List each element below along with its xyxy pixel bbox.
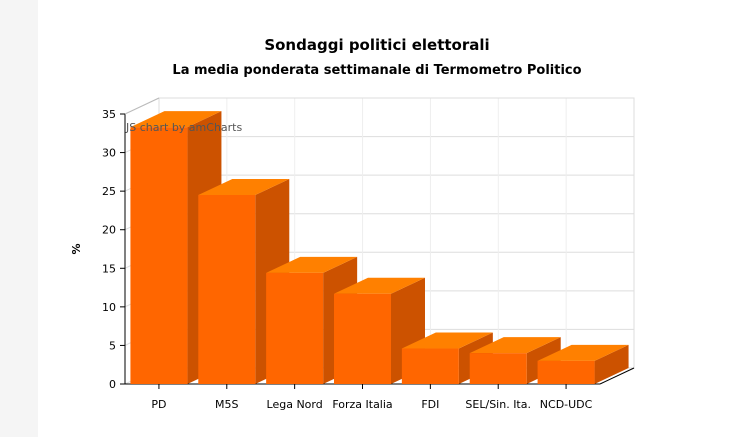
bar-front [266,272,324,384]
y-tick-label: 25 [102,185,116,198]
x-tick-label: Lega Nord [267,398,323,411]
chart-subtitle: La media ponderata settimanale di Termom… [172,63,581,78]
bar-front [334,293,391,384]
bar-top [198,179,290,195]
bar-front [537,360,595,384]
bar-top [469,337,561,354]
y-axis-label: % [70,243,83,254]
bar-top [266,256,358,273]
x-tick-label: NCD-UDC [540,398,593,411]
x-tick-label: SEL/Sin. Ita. [465,398,531,411]
y-tick-label: 30 [102,147,116,160]
y-tick-label: 5 [109,339,116,352]
floor-edge [599,367,635,385]
bar-front [130,127,188,384]
y-tick-label: 0 [109,378,116,391]
bar-top [334,277,425,294]
bar-chart: Sondaggi politici elettorali La media po… [70,36,635,411]
bar-forza-italia [334,277,425,384]
bars [130,111,629,384]
y-tick-label: 20 [102,224,116,237]
x-tick-label: PD [151,398,166,411]
y-tick-label: 15 [102,262,116,275]
bar-front [469,353,527,384]
tick-labels: 0 5 10 15 20 25 30 35 PD M5S Lega Nord Forza Italia… [102,108,593,411]
bar-top [401,332,493,349]
bar-ncd-udc [537,344,629,384]
y-tick-label: 35 [102,108,116,121]
x-tick-label: M5S [215,398,238,411]
y-axis-depth [124,97,160,115]
bar-side [594,344,629,384]
chart-panel: Sondaggi politici elettorali La media po… [38,0,730,437]
y-tick-label: 10 [102,301,116,314]
x-tick-label: FDI [421,398,439,411]
bar-front [401,348,459,384]
bar-front [198,195,256,384]
amcharts-credit: JS chart by amCharts [125,121,242,134]
x-tick-label: Forza Italia [332,398,392,411]
bar-top [537,344,629,361]
chart-title: Sondaggi politici elettorali [264,36,489,54]
bar-top [130,111,222,128]
